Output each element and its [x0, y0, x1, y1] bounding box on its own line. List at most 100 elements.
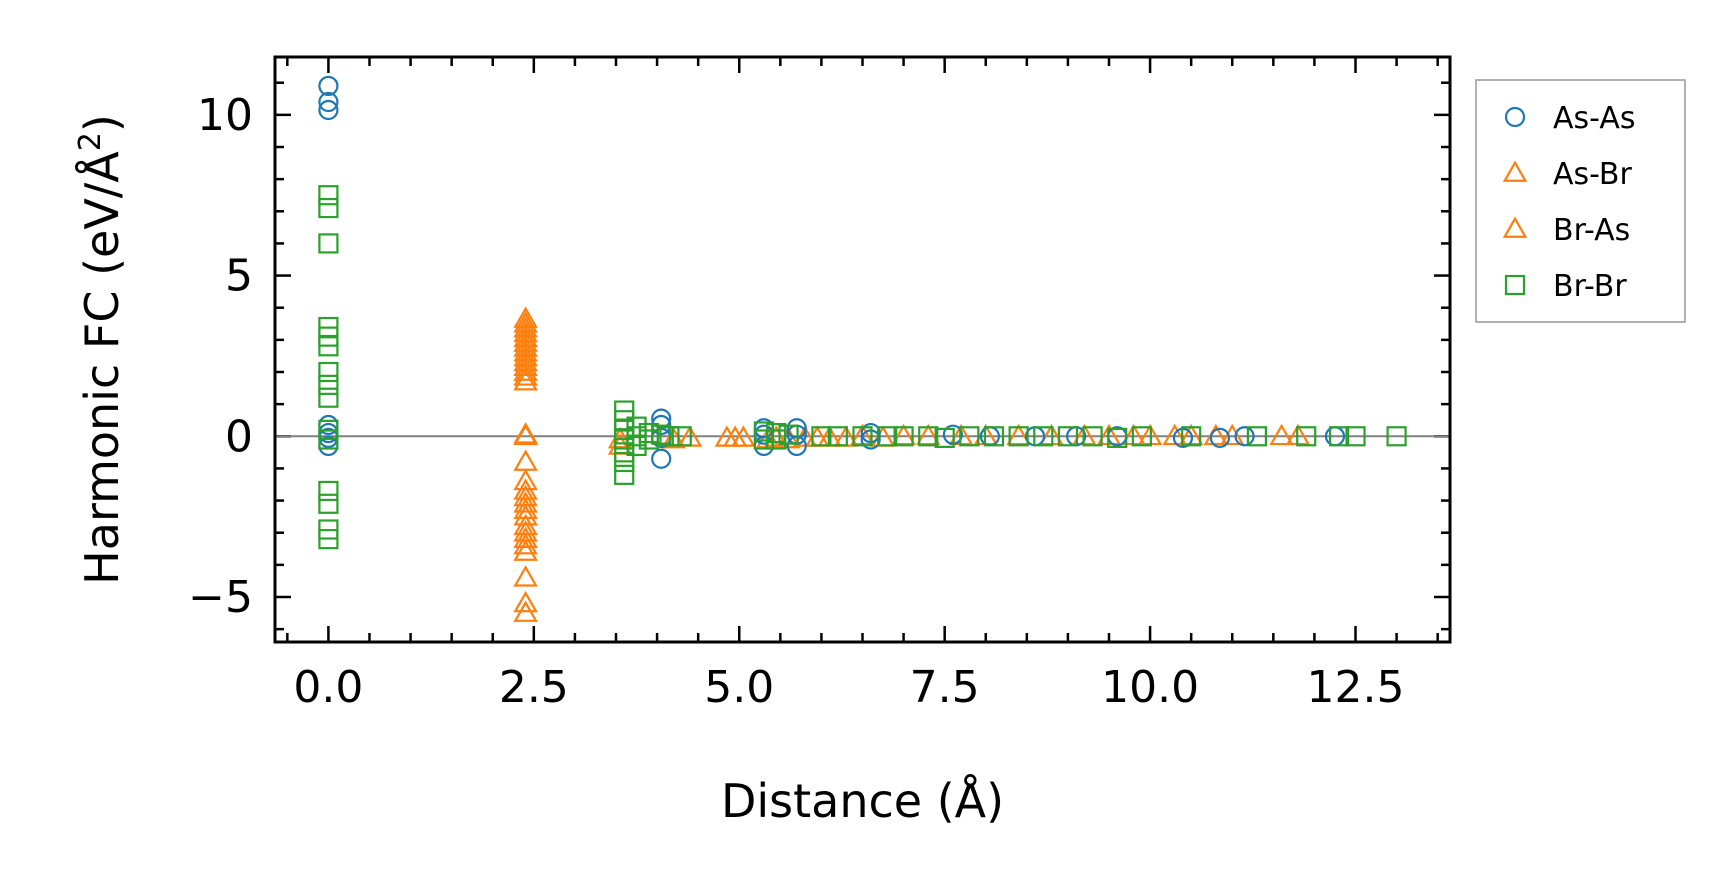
point-br-br	[1107, 427, 1128, 448]
point-br-br	[626, 435, 647, 457]
point-br-br	[1181, 426, 1202, 447]
point-as-as	[1209, 427, 1231, 448]
point-as-br	[513, 449, 538, 471]
point-br-br	[318, 374, 339, 395]
x-tick-label: 0.0	[293, 662, 363, 713]
x-tick-label: 5.0	[704, 662, 774, 713]
point-br-as	[1006, 423, 1031, 446]
legend-label-br-br: Br-Br	[1553, 269, 1627, 304]
point-br-br	[1008, 426, 1029, 447]
point-br-br	[318, 336, 339, 357]
point-br-as	[722, 425, 748, 447]
point-br-as	[513, 539, 538, 561]
point-br-br	[827, 426, 848, 447]
x-tick-label: 10.0	[1101, 662, 1199, 713]
point-br-as	[513, 526, 538, 549]
point-br-as	[513, 513, 538, 536]
legend-label-as-br: As-Br	[1553, 157, 1632, 192]
x-axis-label: Distance (Å)	[721, 774, 1004, 828]
legend-marker-br-br	[1504, 274, 1526, 296]
tick-labels: 0.0 2.5 5.0 7.5 10.0 12.5 −5 0 5 10	[188, 90, 1404, 713]
x-tick-label: 12.5	[1307, 662, 1405, 713]
point-br-as	[513, 364, 538, 386]
point-br-br	[318, 185, 339, 206]
point-as-br	[1269, 423, 1294, 446]
point-as-as	[651, 448, 672, 469]
point-br-as	[513, 590, 538, 613]
point-as-as	[318, 99, 339, 121]
point-br-br	[318, 387, 339, 408]
point-as-br	[1220, 423, 1245, 446]
point-as-br	[513, 359, 538, 381]
point-br-br	[318, 197, 339, 219]
point-br-br	[766, 429, 787, 450]
legend-marker-br-as	[1502, 216, 1528, 238]
point-br-br	[1246, 426, 1268, 447]
point-as-br	[513, 565, 538, 587]
data-markers	[318, 75, 1407, 622]
point-br-br	[1082, 426, 1103, 447]
legend-box	[1475, 79, 1686, 323]
y-tick-label: 0	[225, 411, 253, 462]
y-axis-label: Harmonic FC (eV/Å2)	[73, 114, 129, 585]
point-br-br	[852, 426, 873, 447]
point-br-br	[778, 424, 799, 445]
x-tick-label: 2.5	[499, 662, 569, 713]
y-tick-label: −5	[188, 572, 253, 623]
point-br-as	[513, 422, 538, 444]
legend-label-as-as: As-As	[1553, 101, 1635, 136]
point-br-br	[614, 464, 635, 485]
point-as-br	[915, 423, 941, 446]
point-br-br	[659, 426, 680, 447]
point-as-as	[318, 75, 339, 97]
point-br-br	[918, 426, 939, 447]
y-axis-label-close: )	[75, 114, 129, 132]
y-tick-label: 5	[225, 251, 253, 302]
point-br-br	[811, 426, 832, 447]
point-br-br	[614, 451, 635, 473]
point-as-br	[513, 533, 538, 555]
point-br-as	[513, 354, 538, 377]
point-br-as	[513, 484, 538, 507]
point-as-br	[513, 491, 538, 513]
y-axis-label-superscript: 2	[73, 132, 108, 151]
point-br-br	[983, 426, 1005, 447]
point-br-br	[318, 233, 339, 254]
point-br-br	[1057, 426, 1079, 447]
point-br-br	[877, 426, 898, 447]
point-as-br	[1178, 423, 1204, 446]
point-br-br	[1131, 426, 1152, 447]
y-tick-label: 10	[197, 90, 253, 141]
point-br-br	[1386, 426, 1407, 447]
plot-area-frame	[273, 55, 1452, 644]
point-br-as	[891, 423, 916, 446]
point-as-br	[513, 369, 538, 391]
axis-ticks	[275, 57, 1450, 642]
point-br-br	[638, 429, 659, 450]
x-tick-label: 7.5	[910, 662, 980, 713]
legend-marker-as-as	[1504, 106, 1526, 128]
point-as-as	[1234, 426, 1255, 447]
point-br-br	[318, 480, 339, 502]
point-br-br	[1345, 426, 1366, 447]
legend-label-br-as: Br-As	[1553, 213, 1630, 248]
point-br-br	[893, 426, 914, 447]
point-br-as	[513, 600, 538, 622]
point-br-as	[1162, 423, 1187, 446]
y-axis-label-main: Harmonic FC (eV/Å	[75, 151, 129, 585]
point-as-as	[318, 91, 339, 113]
legend: As-As As-Br Br-As Br-Br	[1475, 79, 1686, 323]
point-br-br	[1033, 426, 1054, 447]
legend-marker-as-br	[1502, 160, 1528, 182]
point-br-br	[318, 361, 339, 383]
point-br-as	[763, 425, 789, 447]
point-br-br	[318, 529, 339, 550]
point-br-br	[753, 429, 774, 450]
point-br-br	[1328, 426, 1350, 447]
point-br-br	[959, 426, 980, 447]
point-br-br	[1296, 426, 1317, 447]
point-br-br	[318, 493, 339, 514]
point-br-br	[318, 429, 339, 450]
point-br-br	[614, 429, 635, 450]
